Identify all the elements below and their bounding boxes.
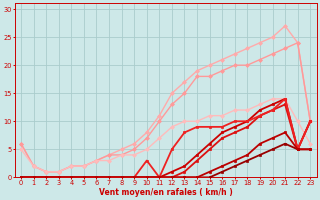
X-axis label: Vent moyen/en rafales ( km/h ): Vent moyen/en rafales ( km/h ) [99, 188, 233, 197]
